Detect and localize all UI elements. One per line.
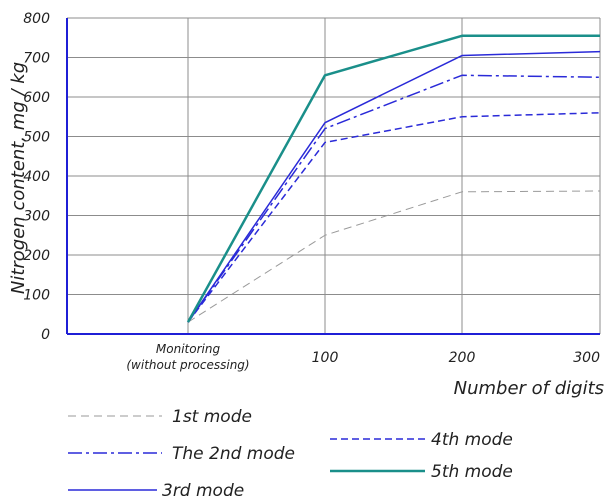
- y-tick-label: 800: [23, 11, 50, 27]
- legend-item: 1st mode: [68, 407, 252, 427]
- y-tick-labels: 0 100 200 300 400 500 600 700 800: [23, 11, 50, 343]
- grid: [67, 17, 601, 334]
- series-line: [187, 74, 601, 323]
- y-tick-label: 500: [23, 130, 50, 146]
- y-tick-label: 200: [23, 248, 50, 264]
- y-tick-label: 700: [23, 51, 50, 67]
- y-tick-label: 600: [23, 90, 50, 106]
- legend-item: 3rd mode: [68, 481, 244, 496]
- x-tick-label: Monitoring: [156, 342, 221, 356]
- series-line: [187, 50, 601, 323]
- legend-label: The 2nd mode: [172, 444, 295, 464]
- series-line: [186, 34, 600, 323]
- y-tick-label: 0: [41, 327, 50, 343]
- series-line: [187, 190, 601, 323]
- x-tick-label: 200: [449, 350, 476, 366]
- x-tick-label: 100: [312, 350, 339, 366]
- series: [186, 34, 601, 323]
- legend-label: 5th mode: [431, 462, 513, 482]
- series-line: [187, 112, 601, 323]
- legend-item: The 2nd mode: [68, 444, 295, 464]
- legend-label: 1st mode: [172, 407, 252, 427]
- y-tick-label: 400: [23, 169, 50, 185]
- x-axis-title: Number of digits: [454, 378, 604, 399]
- legend-label: 3rd mode: [162, 481, 244, 496]
- legend-item: 5th mode: [330, 462, 513, 482]
- x-tick-label: 300: [573, 350, 600, 366]
- legend-label: 4th mode: [431, 430, 513, 450]
- x-tick-labels: Monitoring (without processing) 100 200 300: [126, 342, 600, 372]
- y-axis-title: Nitrogen content, mg / kg: [8, 62, 29, 294]
- legend: 1st mode The 2nd mode 3rd mode 4th mode 5th …: [68, 407, 513, 496]
- y-tick-label: 300: [23, 209, 50, 225]
- x-tick-label-line2: (without processing): [126, 358, 249, 372]
- legend-item: 4th mode: [330, 430, 513, 450]
- axes: [66, 18, 600, 335]
- y-tick-label: 100: [23, 288, 50, 304]
